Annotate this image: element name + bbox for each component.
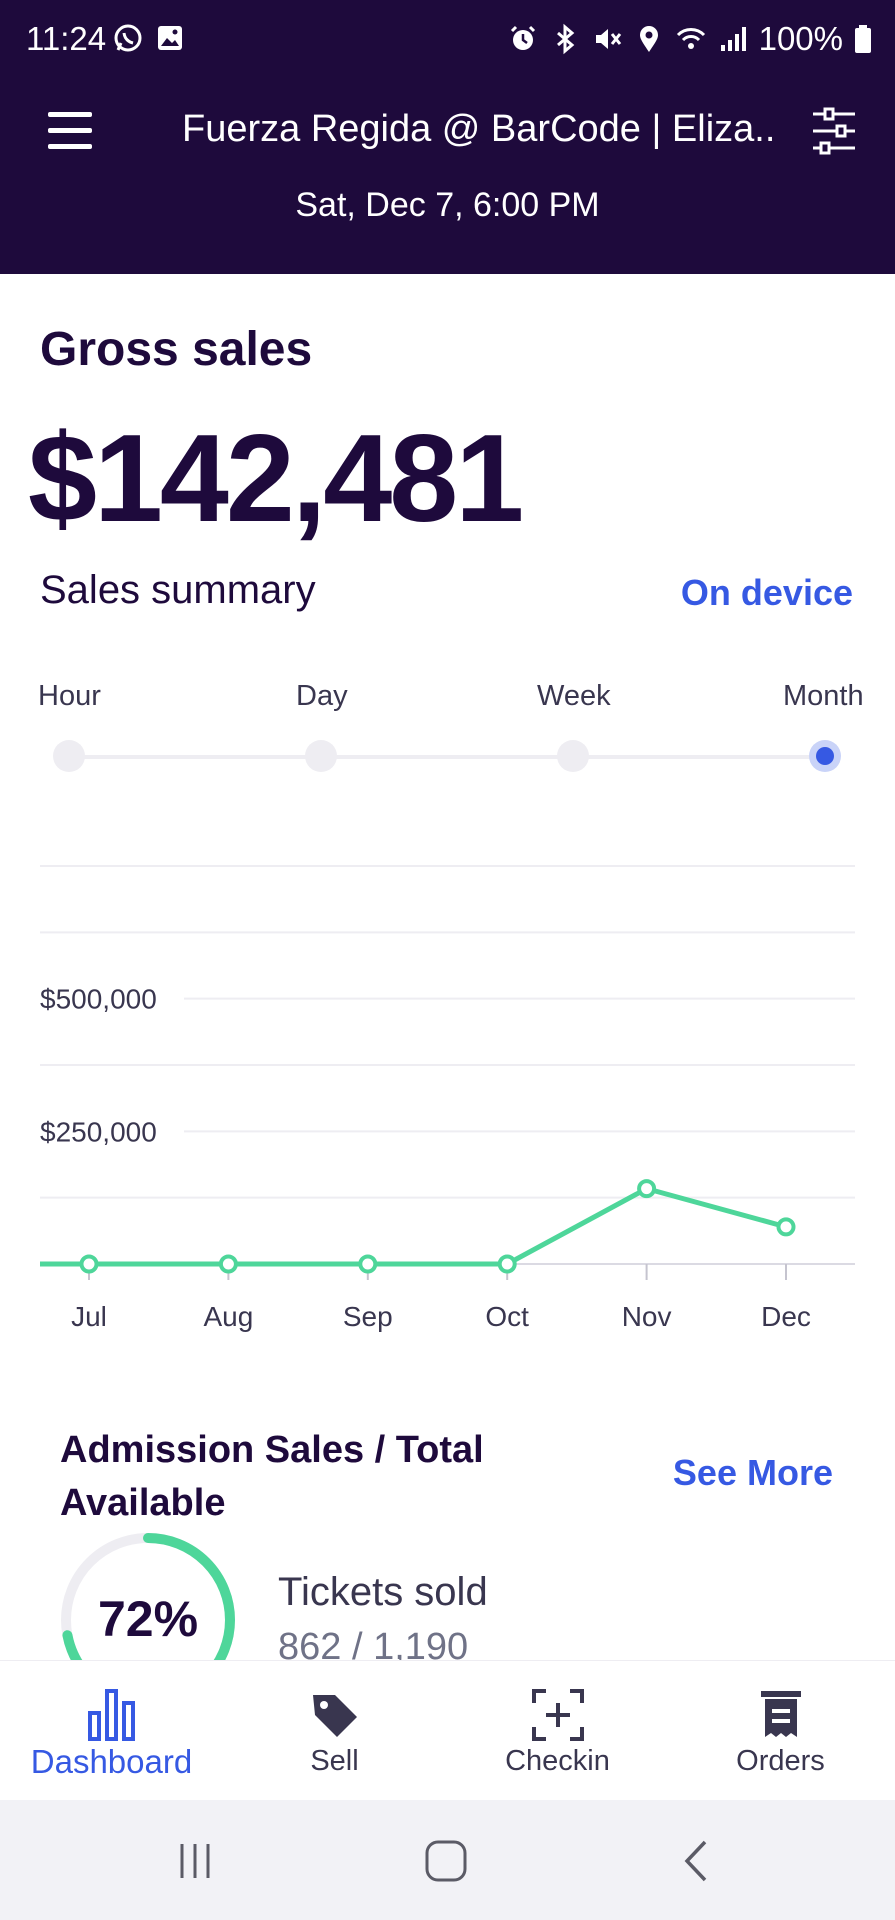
sales-summary-label: Sales summary [40,568,316,612]
hamburger-menu-icon[interactable] [48,112,92,152]
period-label-month[interactable]: Month [783,680,864,712]
battery-percent: 100% [758,20,843,57]
period-dot-month[interactable] [809,740,841,772]
signal-icon [720,27,746,51]
gross-sales-value: $142,481 [28,410,524,548]
bottom-nav: Dashboard Sell Checkin Orders [0,1660,895,1800]
app-header: 11:24 100% Fuerza Regida @ BarCode | Eli… [0,0,895,274]
chart-series-line [40,1186,787,1267]
sliders-icon[interactable] [811,106,857,156]
whatsapp-icon [114,24,142,52]
recents-icon[interactable] [170,1836,220,1886]
chart-data-point [358,1254,378,1274]
chart-xtick-label: Nov [622,1301,672,1332]
nav-checkin-label: Checkin [505,1745,610,1777]
chart-data-point [637,1179,657,1199]
gallery-icon [158,26,182,50]
period-label-week[interactable]: Week [537,680,611,712]
nav-sell-label: Sell [310,1745,359,1777]
bluetooth-icon [556,23,574,55]
wifi-icon [676,28,705,49]
gross-sales-line-chart: $500,000 $250,000 Jul Aug Sep Oct Nov Dec [40,865,855,1332]
nav-sell[interactable]: Sell [223,1661,446,1801]
status-bar: 11:24 100% [0,0,895,80]
status-time: 11:24 [26,20,107,57]
location-icon [639,26,658,52]
nav-orders-label: Orders [736,1745,825,1777]
period-dot-day[interactable] [305,740,337,772]
alarm-icon [510,25,535,50]
see-more-link[interactable]: See More [672,1452,833,1493]
admission-title: Admission Sales / Total Available [60,1429,484,1524]
chart-xtick-label: Aug [203,1301,253,1332]
on-device-link[interactable]: On device [680,572,853,613]
bar-chart-icon [87,1689,135,1741]
scan-add-icon [531,1689,584,1741]
nav-orders[interactable]: Orders [669,1661,892,1801]
chart-data-point [79,1254,99,1274]
mute-icon [595,29,621,49]
event-title: Fuerza Regida @ BarCode | Eliza... [182,108,772,150]
period-dot-week[interactable] [557,740,589,772]
status-left-icons [112,22,186,54]
tickets-sold-label: Tickets sold [278,1570,488,1614]
chart-xtick-label: Jul [71,1301,107,1332]
system-nav-bar [0,1800,895,1920]
donut-percent: 72% [97,1591,199,1647]
nav-dashboard[interactable]: Dashboard [0,1661,223,1801]
tag-icon [312,1695,357,1737]
nav-checkin[interactable]: Checkin [446,1661,669,1801]
chart-ytick-label: $500,000 [40,984,157,1015]
gross-sales-label: Gross sales [40,323,313,376]
period-label-hour[interactable]: Hour [38,680,101,712]
period-slider-track[interactable] [68,755,826,759]
chart-xtick-label: Sep [343,1301,393,1332]
chart-ytick-label: $250,000 [40,1116,157,1147]
period-label-day[interactable]: Day [296,680,348,712]
back-icon[interactable] [673,1836,723,1886]
chart-xtick-label: Oct [485,1301,529,1332]
chart-data-point [776,1217,796,1237]
chart-data-point [497,1254,517,1274]
event-date: Sat, Dec 7, 6:00 PM [295,186,600,224]
chart-xtick-label: Dec [761,1301,811,1332]
battery-icon [855,25,871,53]
nav-dashboard-label: Dashboard [30,1743,193,1780]
home-icon[interactable] [421,1836,471,1886]
period-dot-hour[interactable] [53,740,85,772]
status-right-icons: 100% [507,20,873,58]
chart-data-point [218,1254,238,1274]
receipt-icon [760,1691,801,1737]
